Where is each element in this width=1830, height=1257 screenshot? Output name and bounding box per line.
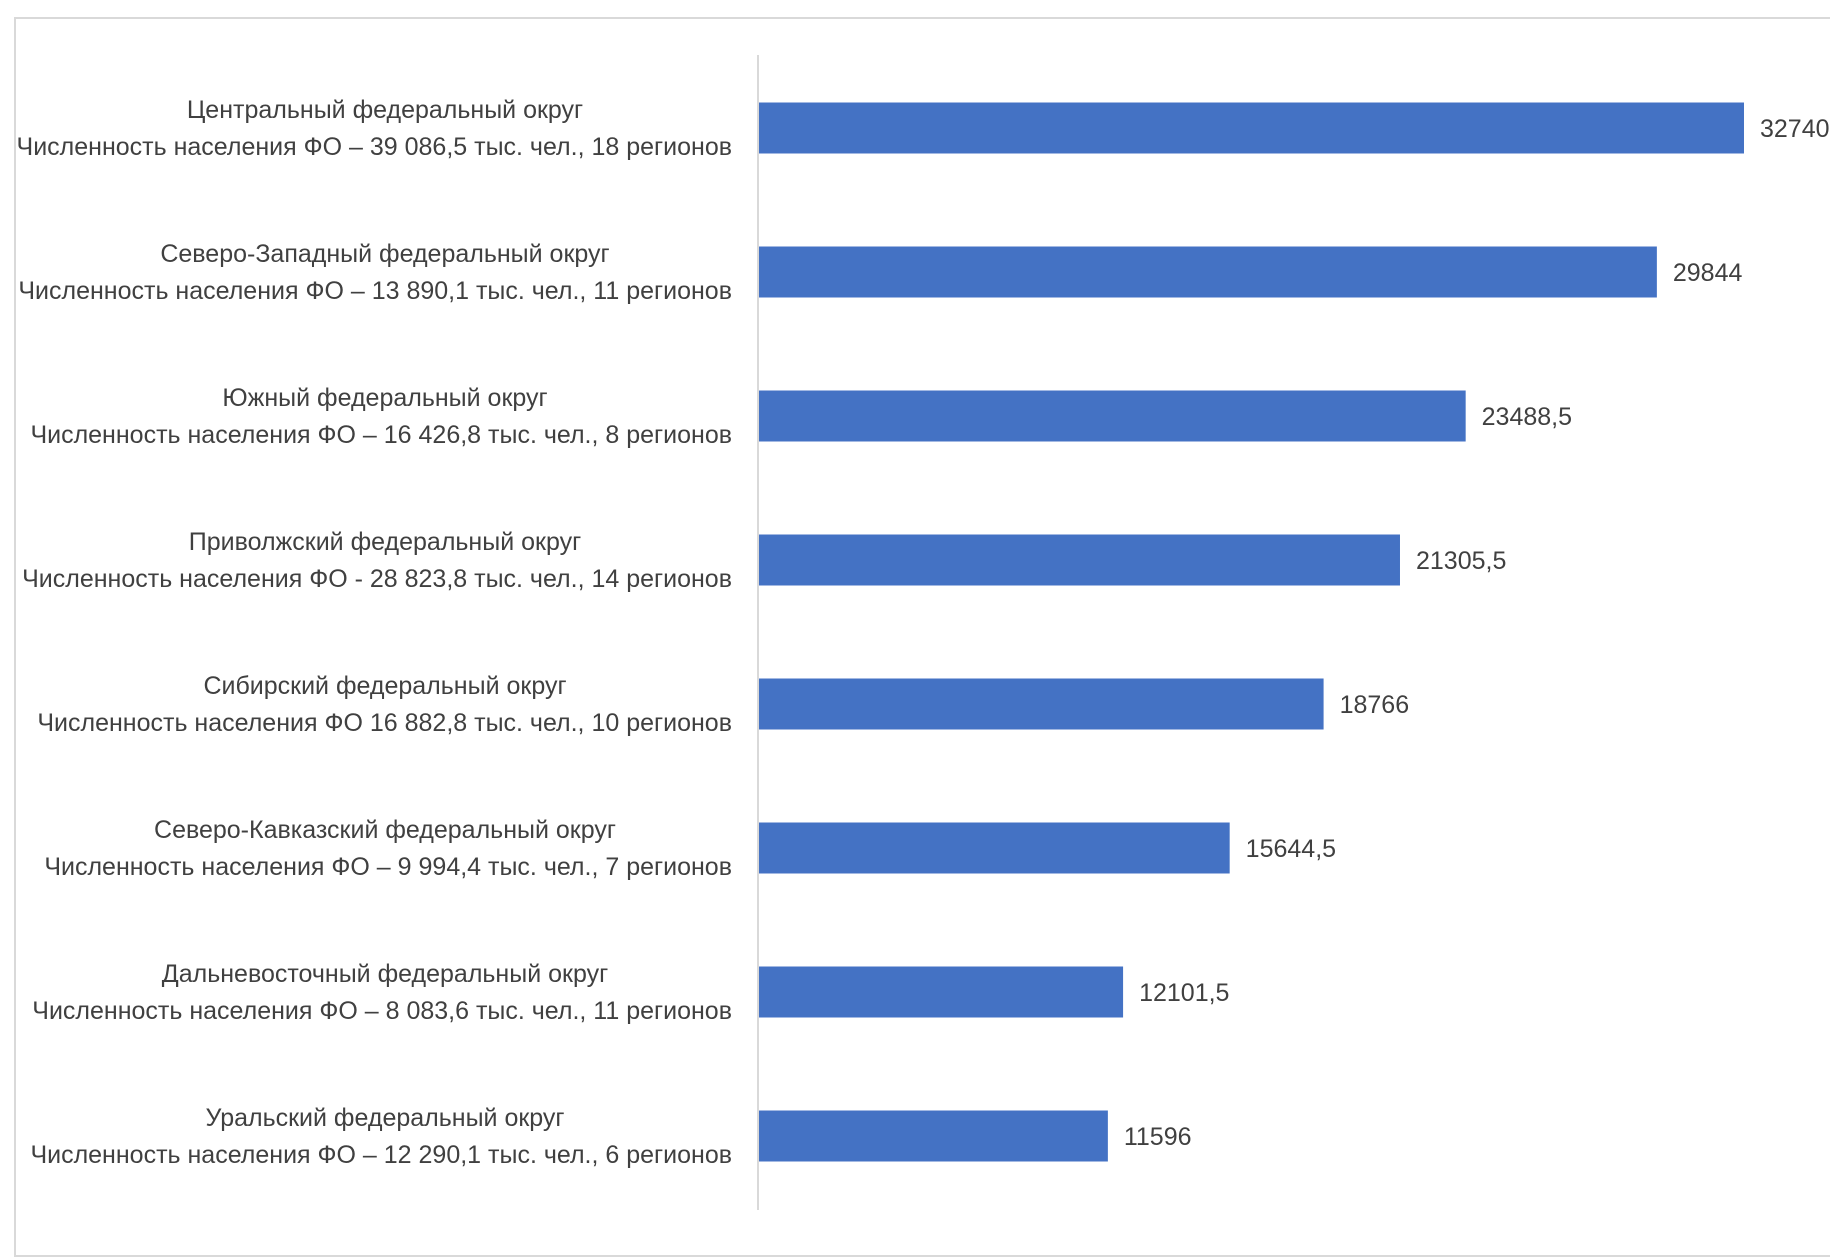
category-detail-4: Численность населения ФО 16 882,8 тыс. ч…: [37, 709, 732, 737]
bar-2: [759, 390, 1466, 442]
category-detail-1: Численность населения ФО – 13 890,1 тыс.…: [18, 277, 732, 305]
category-detail-0: Численность населения ФО – 39 086,5 тыс.…: [17, 133, 732, 161]
category-detail-5: Численность населения ФО – 9 994,4 тыс. …: [44, 853, 732, 881]
category-name-4: Сибирский федеральный округ: [203, 672, 566, 700]
value-label-5: 15644,5: [1246, 835, 1336, 863]
category-label-3: Приволжский федеральный округ Численность…: [22, 528, 732, 593]
bar-6: [759, 966, 1124, 1018]
value-label-0: 32740: [1760, 115, 1830, 143]
bar-4: [759, 678, 1324, 730]
category-name-1: Северо-Западный федеральный округ: [160, 240, 609, 268]
category-detail-7: Численность населения ФО – 12 290,1 тыс.…: [30, 1141, 732, 1169]
category-labels: Центральный федеральный округ Численность…: [17, 96, 732, 1169]
category-name-6: Дальневосточный федеральный округ: [162, 960, 608, 988]
value-label-1: 29844: [1673, 259, 1743, 287]
category-name-2: Южный федеральный округ: [222, 384, 547, 412]
chart-frame: [14, 17, 1830, 1257]
category-label-0: Центральный федеральный округ Численность…: [17, 96, 732, 161]
value-labels: 32740 29844 23488,5 21305,5 18766 15644,5 1210…: [1124, 115, 1830, 1151]
value-label-4: 18766: [1340, 691, 1410, 719]
category-name-7: Уральский федеральный округ: [205, 1104, 564, 1132]
category-label-7: Уральский федеральный округ Численность н…: [30, 1104, 732, 1169]
bar-7: [759, 1110, 1108, 1162]
category-label-1: Северо-Западный федеральный округ Численн…: [18, 240, 732, 305]
bar-5: [759, 822, 1230, 874]
value-label-7: 11596: [1124, 1123, 1192, 1151]
category-detail-2: Численность населения ФО – 16 426,8 тыс.…: [30, 421, 732, 449]
category-label-5: Северо-Кавказский федеральный округ Числе…: [44, 816, 732, 881]
category-label-2: Южный федеральный округ Численность насел…: [30, 384, 732, 449]
value-label-3: 21305,5: [1416, 547, 1506, 575]
bar-3: [759, 534, 1400, 586]
category-detail-6: Численность населения ФО – 8 083,6 тыс. …: [32, 997, 732, 1025]
value-label-2: 23488,5: [1482, 403, 1572, 431]
category-name-0: Центральный федеральный округ: [187, 96, 583, 124]
category-name-3: Приволжский федеральный округ: [189, 528, 581, 556]
bar-0: [759, 102, 1744, 154]
bars: [759, 102, 1744, 1162]
value-label-6: 12101,5: [1139, 979, 1229, 1007]
category-name-5: Северо-Кавказский федеральный округ: [154, 816, 616, 844]
bar-1: [759, 246, 1657, 298]
category-label-4: Сибирский федеральный округ Численность н…: [37, 672, 732, 737]
category-detail-3: Численность населения ФО - 28 823,8 тыс.…: [22, 565, 732, 593]
category-label-6: Дальневосточный федеральный округ Численн…: [32, 960, 732, 1025]
